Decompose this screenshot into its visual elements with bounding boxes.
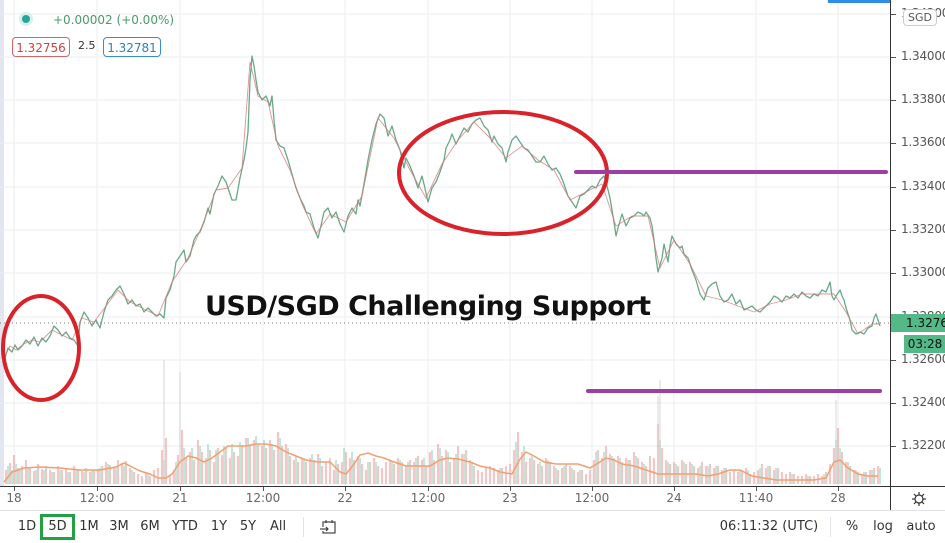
log-scale-toggle[interactable]: log: [873, 519, 893, 534]
time-label: 12:00: [79, 491, 115, 505]
time-tick: [510, 487, 511, 491]
time-label: 11:40: [738, 491, 774, 505]
annotation-ellipse-left: [1, 294, 81, 402]
time-label: 12:00: [410, 491, 446, 505]
toolbar-divider: [830, 517, 831, 537]
price-tick: [891, 230, 896, 231]
range-button-1y[interactable]: 1Y: [210, 519, 228, 534]
range-button-5d[interactable]: 5D: [40, 514, 75, 540]
time-label: 12:00: [245, 491, 281, 505]
market-status-dot-icon: [22, 15, 30, 23]
time-tick: [428, 487, 429, 491]
price-label: 1.33600: [901, 135, 945, 149]
time-label: 21: [172, 491, 188, 505]
time-tick: [592, 487, 593, 491]
volume-moving-average: [3, 443, 878, 483]
chart-annotation-title: USD/SGD Challenging Support: [205, 291, 651, 322]
bottom-toolbar: 1D 5D 1M 3M 6M YTD 1Y 5Y All 06:11:32 (U…: [0, 510, 945, 541]
time-label: 22: [337, 491, 353, 505]
price-label: 1.33200: [901, 222, 945, 236]
price-change: +0.00002 (+0.00%): [53, 13, 175, 27]
price-label: 1.32200: [901, 438, 945, 452]
price-tick: [891, 403, 896, 404]
range-button-1d[interactable]: 1D: [17, 519, 37, 534]
price-tick: [891, 187, 896, 188]
chart-pane[interactable]: USD/SGD Challenging Support +0.00002 (+0…: [0, 0, 890, 486]
price-tick: [891, 57, 896, 58]
range-button-ytd[interactable]: YTD: [172, 519, 198, 534]
buy-price-button[interactable]: 1.32781: [103, 37, 161, 57]
price-label: 1.32400: [901, 395, 945, 409]
time-label: 23: [502, 491, 518, 505]
time-tick: [838, 487, 839, 491]
currency-badge[interactable]: SGD: [903, 9, 937, 26]
range-button-6m[interactable]: 6M: [140, 519, 160, 534]
price-label: 1.33000: [901, 265, 945, 279]
price-series: [4, 55, 881, 359]
calendar-goto-icon: [319, 520, 336, 534]
top-accent-bar: [828, 0, 945, 3]
gear-icon: [911, 492, 926, 506]
volume-bars: [4, 360, 881, 484]
price-label: 1.33400: [901, 179, 945, 193]
auto-scale-toggle[interactable]: auto: [906, 519, 936, 534]
toolbar-divider: [303, 517, 304, 537]
price-chart[interactable]: [0, 0, 890, 486]
price-tick: [891, 446, 896, 447]
time-tick: [180, 487, 181, 491]
price-axis[interactable]: 1.34200 1.34000 1.33800 1.33600 1.33400 …: [890, 0, 945, 486]
time-tick: [263, 487, 264, 491]
sell-price-button[interactable]: 1.32756: [12, 37, 70, 57]
time-tick: [14, 487, 15, 491]
current-price-tag: 1.32769: [891, 314, 945, 332]
time-tick: [756, 487, 757, 491]
chart-settings-button[interactable]: [890, 486, 945, 511]
price-tick: [891, 143, 896, 144]
left-edge-border: [0, 0, 4, 486]
vertical-gridlines: [13, 0, 839, 486]
price-tick: [891, 273, 896, 274]
price-label: 1.32600: [901, 352, 945, 366]
bar-countdown-tag: 03:28: [904, 335, 945, 353]
time-label: 18: [6, 491, 22, 505]
spread-value: 2.5: [78, 39, 96, 52]
time-label: 28: [830, 491, 846, 505]
time-label: 12:00: [574, 491, 610, 505]
price-tick: [891, 14, 896, 15]
utc-clock[interactable]: 06:11:32 (UTC): [719, 519, 819, 534]
price-tick: [891, 360, 896, 361]
percent-scale-toggle[interactable]: %: [845, 519, 859, 534]
time-tick: [345, 487, 346, 491]
price-label: 1.34000: [901, 49, 945, 63]
price-label: 1.33800: [901, 92, 945, 106]
time-tick: [97, 487, 98, 491]
go-to-date-button[interactable]: [316, 516, 340, 538]
range-button-all[interactable]: All: [269, 519, 287, 534]
time-tick: [674, 487, 675, 491]
range-button-5y[interactable]: 5Y: [239, 519, 257, 534]
range-button-3m[interactable]: 3M: [109, 519, 129, 534]
time-axis[interactable]: 18 12:00 21 12:00 22 12:00 23 12:00 24 1…: [0, 486, 890, 511]
range-button-1m[interactable]: 1M: [79, 519, 99, 534]
time-label: 24: [666, 491, 682, 505]
price-tick: [891, 100, 896, 101]
horizontal-gridlines: [0, 13, 890, 447]
